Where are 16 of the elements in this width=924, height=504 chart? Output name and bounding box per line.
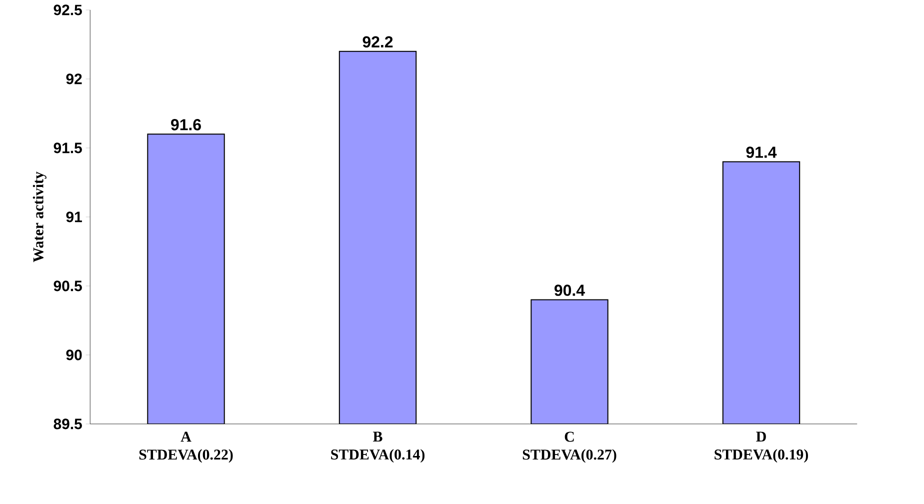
x-tick-label: D STDEVA(0.19)	[714, 432, 808, 463]
x-tick-label: C STDEVA(0.27)	[522, 432, 616, 463]
y-tick-label: 92	[66, 74, 82, 84]
y-tick-label: 89.5	[54, 418, 82, 430]
data-label: 91.4	[746, 146, 777, 158]
y-tick-label: 91.5	[54, 142, 82, 154]
y-axis-title: Water activity	[32, 172, 46, 262]
y-tick-label: 90.5	[54, 280, 82, 292]
data-label: 91.6	[171, 119, 201, 130]
x-tick-label: A STDEVA(0.22)	[139, 432, 233, 463]
y-tick-label: 91	[66, 212, 82, 222]
y-tick-label: 92.5	[54, 4, 82, 16]
data-label: 92.2	[362, 36, 393, 48]
x-tick-label: B STDEVA(0.14)	[331, 432, 424, 463]
data-label: 90.4	[554, 284, 585, 296]
y-tick-label: 90	[66, 350, 82, 360]
